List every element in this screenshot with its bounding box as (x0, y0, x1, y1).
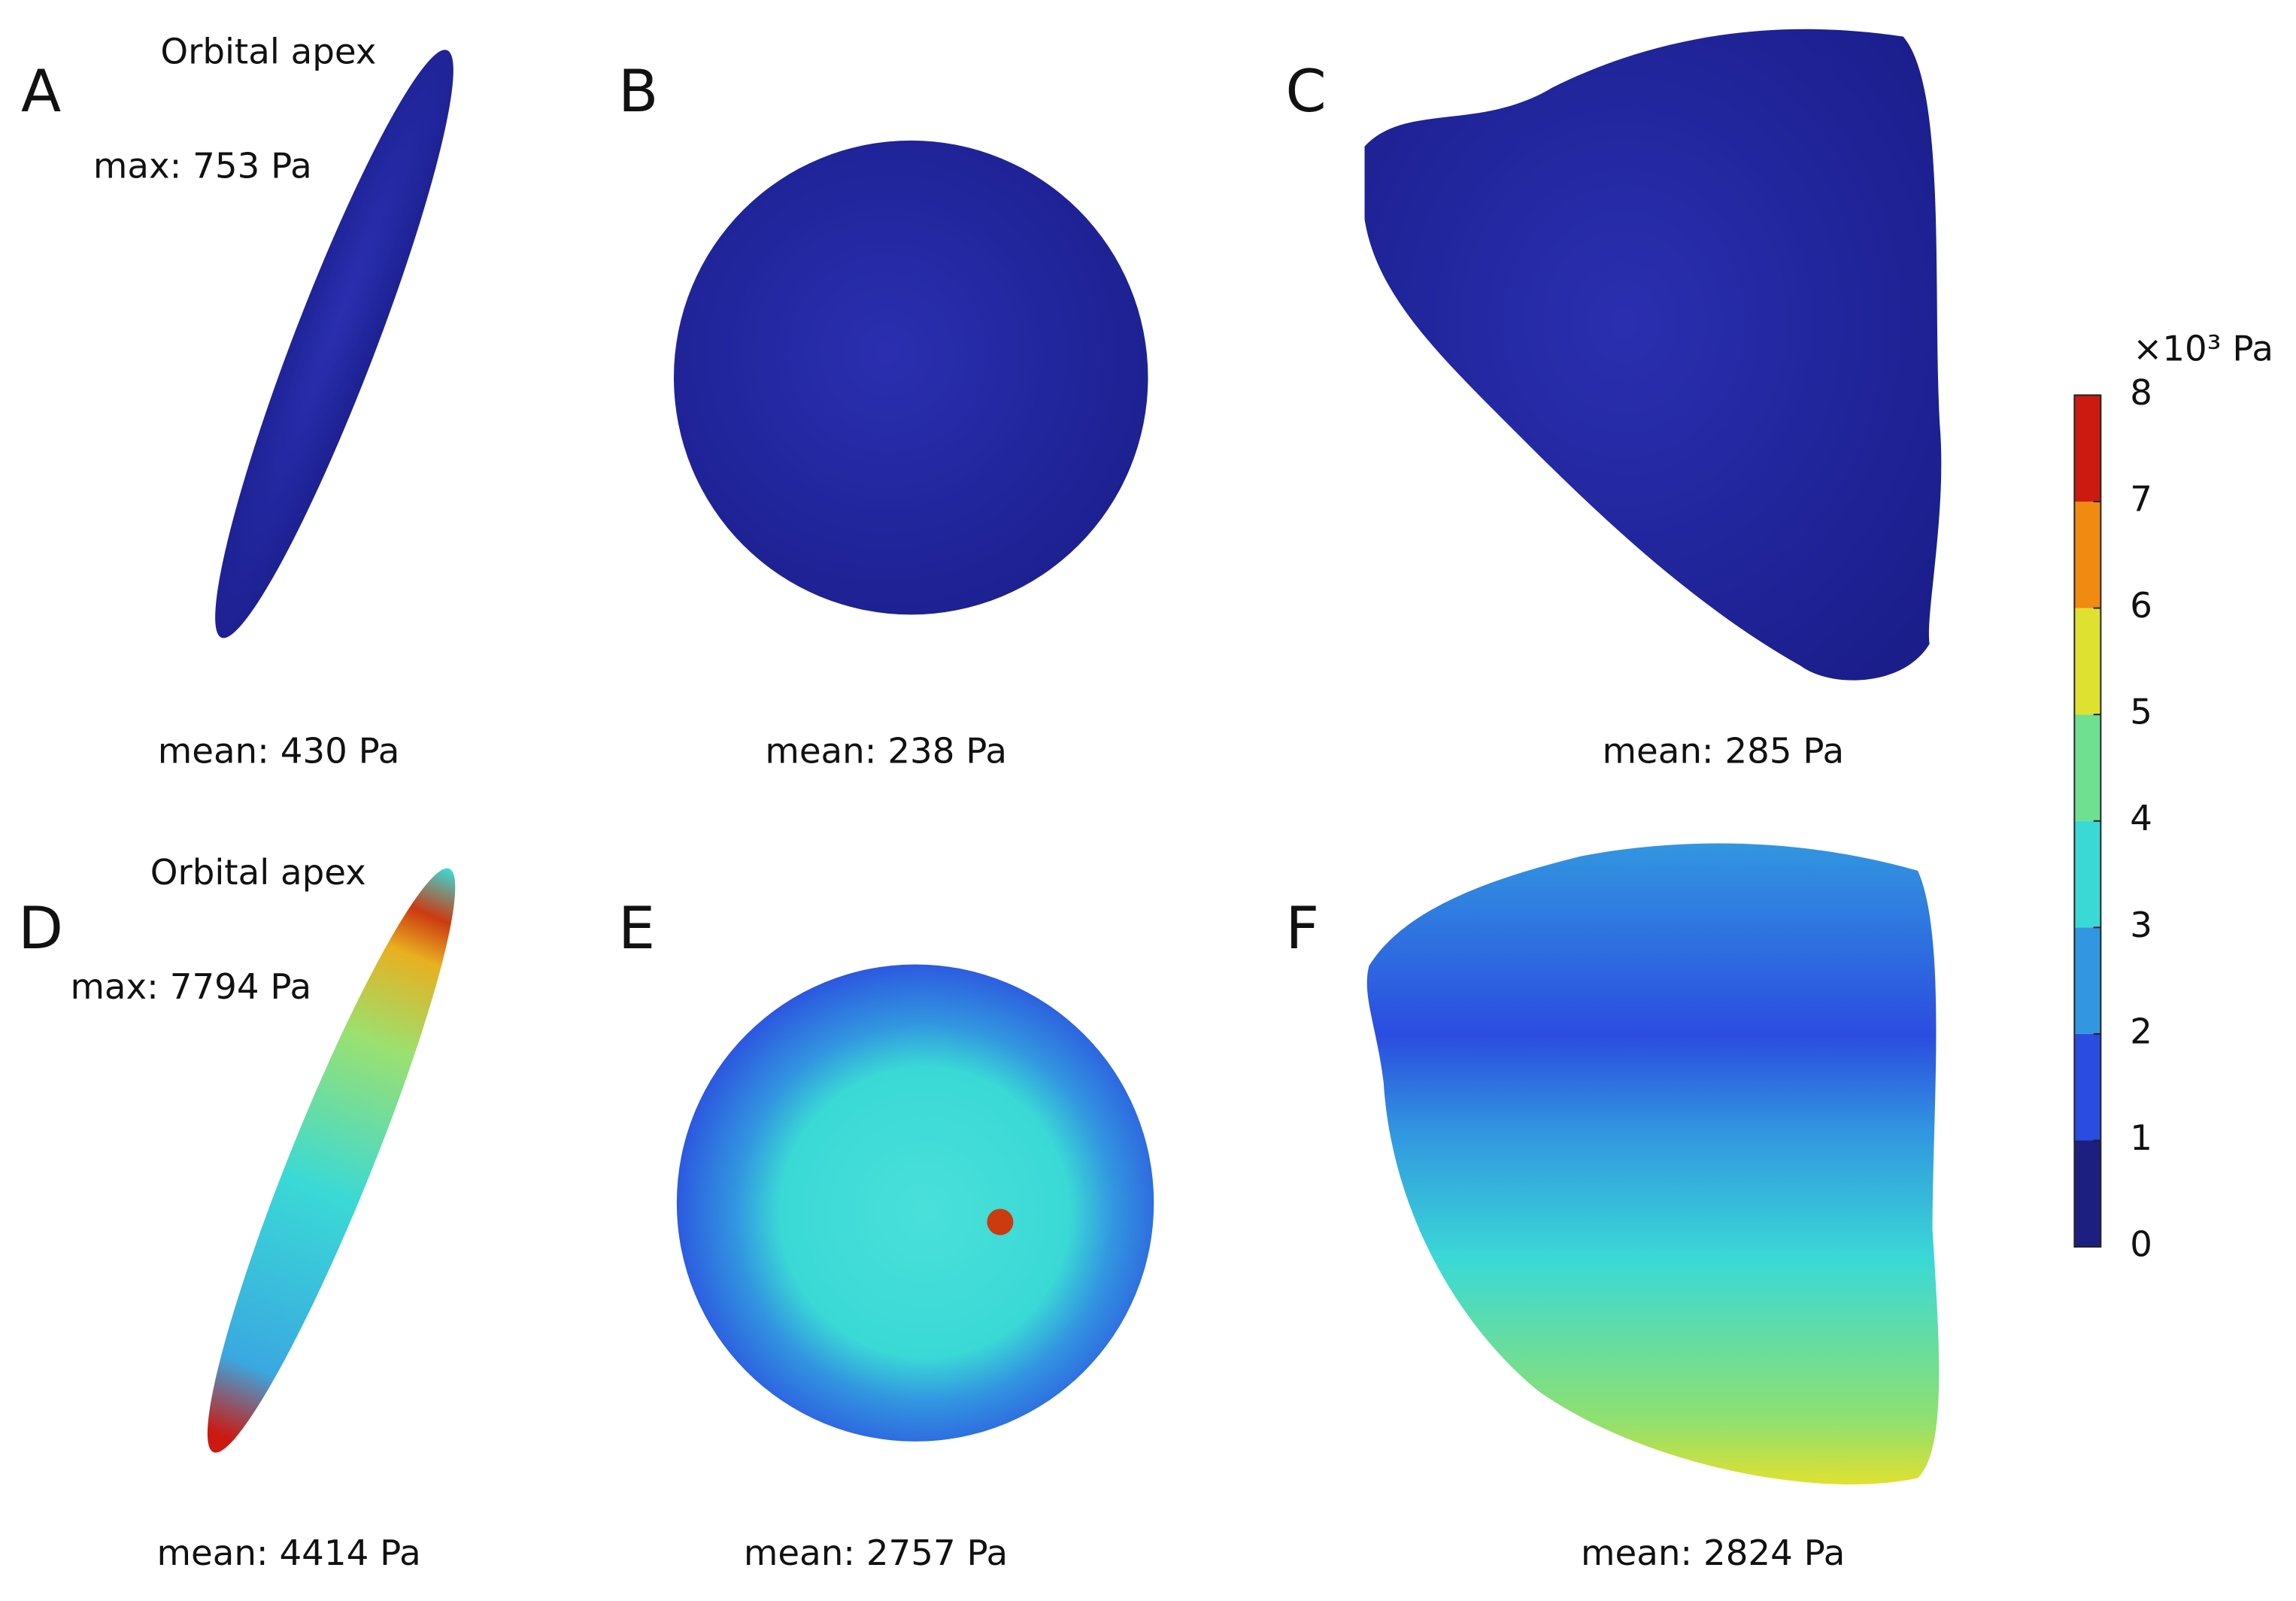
colorbar-segment (2074, 820, 2101, 928)
mean-value: mean: 430 Pa (158, 732, 400, 772)
colorbar-tick-label: 5 (2130, 693, 2152, 733)
panel-label: E (618, 895, 655, 963)
colorbar-tick-label: 7 (2130, 480, 2152, 520)
max-value: max: 753 Pa (93, 146, 312, 186)
orbit-shape-c (1364, 29, 1942, 681)
orbit-shape-b (673, 140, 1148, 615)
colorbar: 0 1 2 3 4 5 6 7 8 (2073, 373, 2152, 1266)
mean-value: mean: 238 Pa (765, 732, 1007, 772)
colorbar-tick-label: 1 (2130, 1118, 2152, 1159)
colorbar-segment (2074, 502, 2101, 608)
panel-label: F (1285, 895, 1319, 963)
colorbar-tick-label: 4 (2130, 799, 2152, 839)
colorbar-segment (2074, 608, 2101, 715)
orbit-shape-e (676, 964, 1154, 1442)
colorbar-tick-label: 2 (2130, 1011, 2152, 1052)
panel-label: C (1285, 58, 1326, 126)
colorbar-segment (2074, 1140, 2101, 1248)
hotspot-e (987, 1208, 1014, 1236)
panel-label: A (21, 58, 61, 126)
mean-value: mean: 285 Pa (1603, 732, 1845, 772)
colorbar-segment (2074, 395, 2101, 502)
colorbar-tick-label: 6 (2130, 586, 2152, 626)
mean-value: mean: 4414 Pa (157, 1533, 421, 1574)
colorbar-tick-label: 3 (2130, 905, 2152, 946)
annotation: Orbital apex (160, 32, 376, 73)
mean-value: mean: 2824 Pa (1581, 1533, 1845, 1574)
colorbar-tick-label: 8 (2130, 373, 2152, 414)
colorbar-segment (2074, 927, 2101, 1034)
annotation: Orbital apex (150, 853, 366, 893)
orbit-shape-d (207, 868, 456, 1453)
panel-label: B (618, 58, 658, 126)
colorbar-segment (2074, 1033, 2101, 1141)
colorbar-tick-label: 0 (2130, 1225, 2152, 1266)
colorbar-unit: ×10³ Pa (2133, 329, 2273, 370)
panel-label: D (18, 895, 63, 963)
mean-value: mean: 2757 Pa (744, 1533, 1008, 1574)
colorbar-segment (2074, 714, 2101, 821)
orbit-shape-f (1366, 843, 1940, 1484)
max-value: max: 7794 Pa (70, 967, 311, 1008)
orbit-shape-a (215, 50, 453, 638)
